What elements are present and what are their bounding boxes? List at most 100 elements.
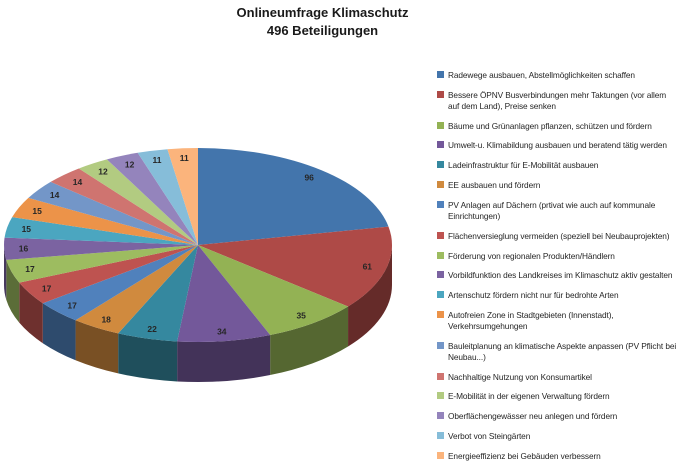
pie-slice [42, 245, 198, 321]
slice-value-label: 17 [67, 301, 77, 311]
legend-item: PV Anlagen auf Dächern (prtivat wie auch… [437, 200, 677, 222]
legend-label: Flächenversieglung vermeiden (speziell b… [448, 230, 670, 241]
legend-label: Bäume und Grünanlagen pflanzen, schützen… [448, 120, 652, 131]
legend-color-marker [437, 121, 444, 129]
legend-label: Autofreien Zone in Stadtgebieten (Innens… [448, 310, 614, 331]
legend-label: E-Mobilität in der eigenen Verwaltung fö… [448, 391, 610, 402]
legend-color-marker [437, 141, 444, 149]
slice-value-label: 61 [363, 261, 373, 271]
pie-slice [28, 181, 198, 245]
legend-color-marker [437, 201, 444, 209]
legend-color-marker [437, 90, 444, 98]
legend-label: Verbot von Steingärten [448, 431, 531, 442]
legend-item: E-Mobilität in der eigenen Verwaltung fö… [437, 391, 677, 402]
pie-slice [3, 237, 199, 260]
slice-value-label: 96 [304, 173, 314, 183]
legend-item: Artenschutz fördern nicht nur für bedroh… [437, 290, 677, 301]
legend-label: PV Anlagen auf Dächern (prtivat wie auch… [448, 200, 656, 221]
legend-color-marker [437, 231, 444, 239]
legend-color-marker [437, 311, 444, 319]
legend-color-marker [437, 432, 444, 440]
pie-slice [198, 245, 349, 336]
legend-label: Nachhaltige Nutzung von Konsumartikel [448, 371, 592, 382]
pie-slice [198, 148, 389, 245]
legend-item: EE ausbauen und fördern [437, 180, 677, 191]
legend-item: Nachhaltige Nutzung von Konsumartikel [437, 372, 677, 383]
legend-label: Oberflächengewässer neu anlegen und förd… [448, 411, 618, 422]
legend-item: Autofreien Zone in Stadtgebieten (Innens… [437, 310, 677, 332]
slice-value-label: 17 [42, 284, 52, 294]
pie-slice [198, 226, 393, 307]
pie-slice [137, 149, 198, 245]
slice-value-label: 16 [19, 244, 29, 254]
pie-slice [177, 245, 271, 343]
legend-label: Ladeinfrastruktur für E-Mobilität ausbau… [448, 160, 599, 171]
pie-slice [4, 217, 198, 245]
slice-value-label: 11 [153, 155, 162, 165]
pie-slice-side [42, 303, 76, 361]
chart-title-line1: Onlineumfrage Klimaschutz [236, 5, 409, 20]
legend-item: Flächenversieglung vermeiden (speziell b… [437, 231, 677, 242]
pie-sides [3, 245, 392, 383]
legend-item: Vorbildfunktion des Landkreises im Klima… [437, 270, 677, 281]
slice-value-label: 15 [32, 206, 42, 216]
slice-value-label: 14 [73, 177, 83, 187]
pie-slice-side [3, 245, 7, 300]
legend-label: Bessere ÖPNV Busverbindungen mehr Taktun… [448, 89, 667, 111]
legend-item: Umwelt-u. Klimabildung ausbauen und bera… [437, 140, 677, 151]
pie-slice-side [19, 282, 43, 344]
slice-value-label: 18 [101, 314, 111, 324]
legend-label: Bauleitplanung an klimatische Aspekte an… [448, 340, 677, 362]
pie-slice-side [6, 259, 20, 323]
slice-value-label: 15 [22, 224, 32, 234]
legend-item: Bauleitplanung an klimatische Aspekte an… [437, 341, 677, 363]
slice-value-label: 12 [98, 167, 108, 177]
legend-label: Vorbildfunktion des Landkreises im Klima… [448, 270, 673, 281]
chart-legend: Radewege ausbauen, Abstellmöglichkeiten … [437, 70, 677, 462]
legend-label: Förderung von regionalen Produkten/Händl… [448, 250, 615, 261]
pie-slice [6, 245, 199, 283]
pie-slice [75, 245, 198, 334]
legend-label: Radewege ausbauen, Abstellmöglichkeiten … [448, 70, 635, 80]
legend-item: Radewege ausbauen, Abstellmöglichkeiten … [437, 70, 677, 81]
slice-value-label: 34 [217, 327, 227, 337]
chart-title-line2: 496 Beteiligungen [266, 23, 379, 38]
slice-value-label: 14 [50, 190, 60, 200]
pie-slice-side [75, 320, 119, 374]
pie-slice [118, 245, 198, 342]
pie-slice-side [270, 306, 349, 376]
pie-slice [78, 159, 198, 245]
pie-slice [19, 245, 198, 304]
legend-label: EE ausbauen und fördern [448, 180, 541, 191]
slice-value-label: 12 [125, 160, 135, 170]
legend-color-marker [437, 271, 444, 279]
legend-label: Umwelt-u. Klimabildung ausbauen und bera… [448, 140, 667, 151]
legend-item: Ladeinfrastruktur für E-Mobilität ausbau… [437, 160, 677, 171]
legend-color-marker [437, 341, 444, 349]
slice-value-label: 35 [296, 310, 306, 320]
legend-item: Förderung von regionalen Produkten/Händl… [437, 251, 677, 262]
slice-value-label: 17 [25, 264, 35, 274]
legend-color-marker [437, 71, 444, 78]
pie-slice-side [118, 333, 178, 382]
legend-item: Bäume und Grünanlagen pflanzen, schützen… [437, 121, 677, 132]
pie-slice [12, 197, 198, 245]
legend-item: Verbot von Steingärten [437, 431, 677, 442]
legend-color-marker [437, 392, 444, 400]
pie-slice [106, 152, 198, 245]
legend-color-marker [437, 181, 444, 189]
legend-item: Bessere ÖPNV Busverbindungen mehr Taktun… [437, 90, 677, 112]
pie-slice-side [348, 245, 392, 347]
legend-label: Energieeffizienz bei Gebäuden verbessern [448, 451, 601, 461]
pie-tops [3, 148, 393, 343]
slice-value-label: 11 [180, 153, 189, 163]
slice-value-label: 22 [147, 324, 157, 334]
pie-slice [50, 168, 198, 245]
legend-item: Oberflächengewässer neu anlegen und förd… [437, 411, 677, 422]
pie-slice [167, 148, 198, 245]
pie-slice-side [177, 335, 271, 383]
legend-item: Energieeffizienz bei Gebäuden verbessern [437, 451, 677, 462]
legend-color-marker [437, 452, 444, 459]
